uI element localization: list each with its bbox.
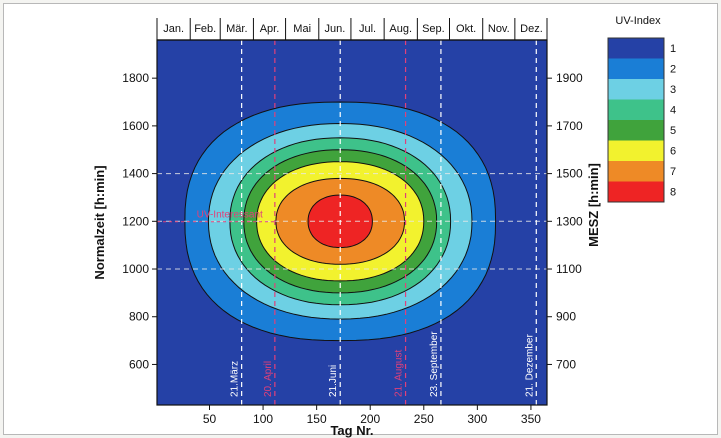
y-tick-label-4: 1400	[122, 167, 149, 181]
reference-line-label-5: 21. Dezember	[524, 334, 535, 397]
y-tick-label-5: 1600	[122, 119, 149, 133]
month-label-6: Jul.	[359, 23, 376, 35]
y2-tick-label-5: 1700	[556, 119, 583, 133]
month-label-11: Dez.	[520, 23, 543, 35]
x-tick-label-0: 50	[203, 412, 217, 426]
legend-swatch-7	[608, 161, 664, 182]
legend-title: UV-Index	[615, 15, 661, 27]
legend-swatch-8	[608, 181, 664, 202]
y2-tick-label-3: 1300	[556, 214, 583, 228]
legend-swatch-1	[608, 38, 664, 59]
y-tick-label-2: 1000	[122, 262, 149, 276]
y2-tick-label-1: 900	[556, 310, 576, 324]
legend-label-4: 4	[670, 105, 676, 117]
month-label-7: Aug.	[389, 23, 412, 35]
y-tick-label-6: 1800	[122, 71, 149, 85]
x-tick-label-6: 350	[521, 412, 541, 426]
x-tick-label-3: 200	[360, 412, 380, 426]
legend-label-5: 5	[670, 125, 676, 137]
contour-group: 21.März 20. April 21.Juni 21. August 23. Sep…	[157, 40, 547, 405]
annotation-0: UV-Interessant	[197, 210, 263, 221]
y-tick-label-0: 600	[129, 357, 149, 371]
reference-line-label-3: 21. August	[394, 350, 405, 397]
legend-swatch-5	[608, 120, 664, 141]
month-label-5: Jun.	[324, 23, 345, 35]
x-tick-label-4: 250	[414, 412, 434, 426]
legend-label-8: 8	[670, 187, 676, 199]
month-label-1: Feb.	[194, 23, 216, 35]
y2-axis-title: MESZ [h:min]	[586, 163, 601, 247]
reference-line-label-4: 23. September	[429, 331, 440, 397]
legend-label-7: 7	[670, 166, 676, 178]
legend-label-2: 2	[670, 64, 676, 76]
legend-label-6: 6	[670, 146, 676, 158]
month-label-10: Nov.	[488, 23, 510, 35]
legend-swatch-3	[608, 79, 664, 100]
reference-line-label-1: 20. April	[263, 361, 274, 397]
month-label-3: Apr.	[260, 23, 280, 35]
legend-border	[607, 37, 665, 203]
reference-line-label-2: 21.Juni	[328, 365, 339, 397]
legend-label-3: 3	[670, 84, 676, 96]
legend-swatch-2	[608, 58, 664, 79]
month-label-8: Sep.	[422, 23, 445, 35]
month-label-9: Okt.	[456, 23, 476, 35]
y2-tick-label-6: 1900	[556, 71, 583, 85]
month-label-4: Mai	[293, 23, 311, 35]
y-axis-title: Normalzeit [h:min]	[92, 165, 107, 279]
month-label-2: Mär.	[226, 23, 247, 35]
x-tick-label-2: 150	[307, 412, 327, 426]
legend-swatch-4	[608, 99, 664, 120]
y-tick-label-1: 800	[129, 310, 149, 324]
y2-tick-label-4: 1500	[556, 167, 583, 181]
y2-tick-label-0: 700	[556, 357, 576, 371]
legend-label-1: 1	[670, 43, 676, 55]
x-axis-title: Tag Nr.	[330, 423, 373, 438]
x-tick-label-1: 100	[253, 412, 273, 426]
month-label-0: Jan.	[163, 23, 184, 35]
x-tick-label-5: 300	[467, 412, 487, 426]
reference-line-label-0: 21.März	[230, 361, 241, 397]
y2-tick-label-2: 1100	[556, 262, 582, 276]
y-tick-label-3: 1200	[122, 214, 149, 228]
legend-swatch-6	[608, 140, 664, 161]
